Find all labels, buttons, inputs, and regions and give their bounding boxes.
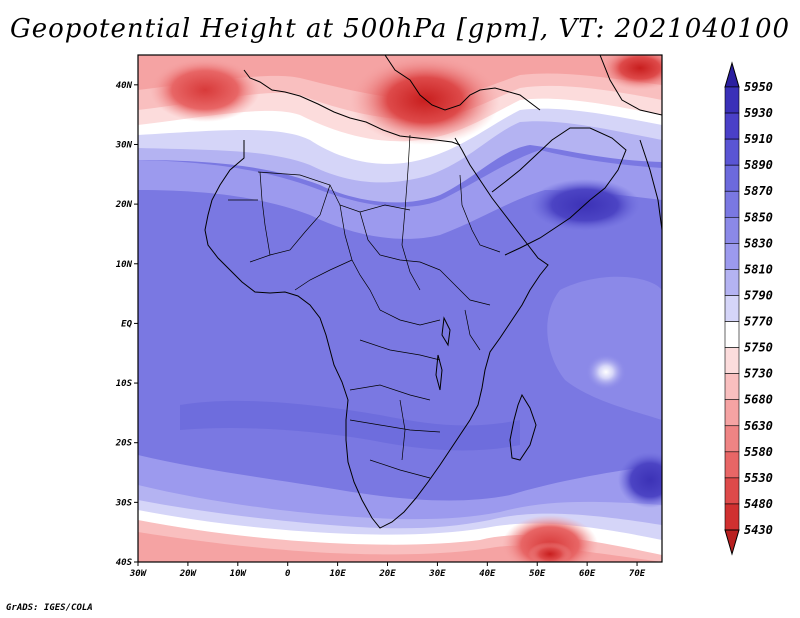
lat-tick-label: 10N	[116, 260, 133, 270]
lon-tick-label: 30E	[428, 569, 446, 579]
colorbar-segment	[724, 112, 740, 140]
colorbar-label: 5430	[744, 523, 773, 537]
lat-tick-label: 30N	[115, 140, 133, 150]
colorbar-segment	[724, 86, 740, 114]
colorbar-label: 5790	[744, 288, 773, 302]
colorbar-label: 5870	[744, 184, 773, 198]
lat-tick-label: 20N	[115, 200, 133, 210]
lat-tick-label: EQ	[121, 319, 132, 329]
colorbar-segment	[724, 138, 740, 166]
coastlines	[204, 55, 662, 529]
colorbar-label: 5950	[744, 80, 773, 94]
colorbar-label: 5750	[744, 341, 773, 355]
lon-tick-label: 10E	[329, 569, 346, 579]
latitude-axis: 40N 30N 20N 10N EQ 10S 20S 30S 40S	[115, 81, 138, 568]
colorbar-label: 5630	[744, 419, 773, 433]
geopotential-field	[138, 55, 662, 562]
lon-tick-label: 20E	[378, 569, 396, 579]
colorbar-label: 5530	[744, 471, 773, 485]
lat-tick-label: 40S	[116, 558, 133, 568]
lon-tick-label: 0	[285, 569, 291, 579]
longitude-axis: 30W 20W 10W 0 10E 20E 30E 40E 50E 60E 70E	[129, 562, 646, 579]
country-borders	[228, 134, 501, 479]
lon-tick-label: 30W	[129, 569, 148, 579]
colorbar-segment	[724, 164, 740, 192]
colorbar-segment	[724, 373, 740, 401]
colorbar-label: 5830	[744, 236, 773, 250]
colorbar-segment	[724, 425, 740, 453]
colorbar-segment	[724, 503, 740, 531]
lat-tick-label: 40N	[116, 81, 133, 91]
colorbar-label: 5770	[744, 315, 773, 329]
colorbar-segment	[724, 321, 740, 348]
map-title: Geopotential Height at 500hPa [gpm], VT:…	[9, 14, 791, 44]
colorbar-segment	[724, 399, 740, 427]
colorbar-segment	[724, 190, 740, 218]
colorbar-segment	[724, 243, 740, 270]
colorbar-segment	[724, 269, 740, 296]
colorbar-top-arrow	[724, 61, 740, 88]
lon-tick-label: 60E	[579, 569, 596, 579]
colorbar-label: 5730	[744, 367, 773, 381]
lat-tick-label: 10S	[116, 379, 133, 389]
colorbar-label: 5810	[744, 262, 773, 276]
colorbar-segment	[724, 347, 740, 374]
lat-tick-label: 20S	[115, 439, 133, 449]
lon-tick-label: 10W	[230, 569, 248, 579]
colorbar-segment	[724, 477, 740, 505]
colorbar-label: 5480	[744, 497, 773, 511]
lon-tick-label: 50E	[529, 569, 546, 579]
colorbar-label: 5850	[744, 210, 773, 224]
colorbar-label: 5890	[744, 158, 773, 172]
colorbar-label: 5910	[744, 132, 773, 146]
colorbar-bottom-arrow	[724, 529, 740, 556]
lon-tick-label: 70E	[629, 569, 646, 579]
colorbar-segment	[724, 451, 740, 479]
colorbar: 5950 5930 5910 5890 5870 5850 5830 5810 5790 5770…	[724, 61, 773, 556]
colorbar-label: 5680	[744, 393, 773, 407]
colorbar-segment	[724, 216, 740, 244]
lon-tick-label: 40E	[479, 569, 496, 579]
lon-tick-label: 20W	[179, 569, 198, 579]
colorbar-segment	[724, 295, 740, 322]
plot-frame	[137, 54, 663, 563]
colorbar-label: 5930	[744, 106, 773, 120]
colorbar-label: 5580	[744, 445, 773, 459]
grads-credit: GrADS: IGES/COLA	[6, 603, 93, 613]
lat-tick-label: 30S	[115, 498, 133, 508]
